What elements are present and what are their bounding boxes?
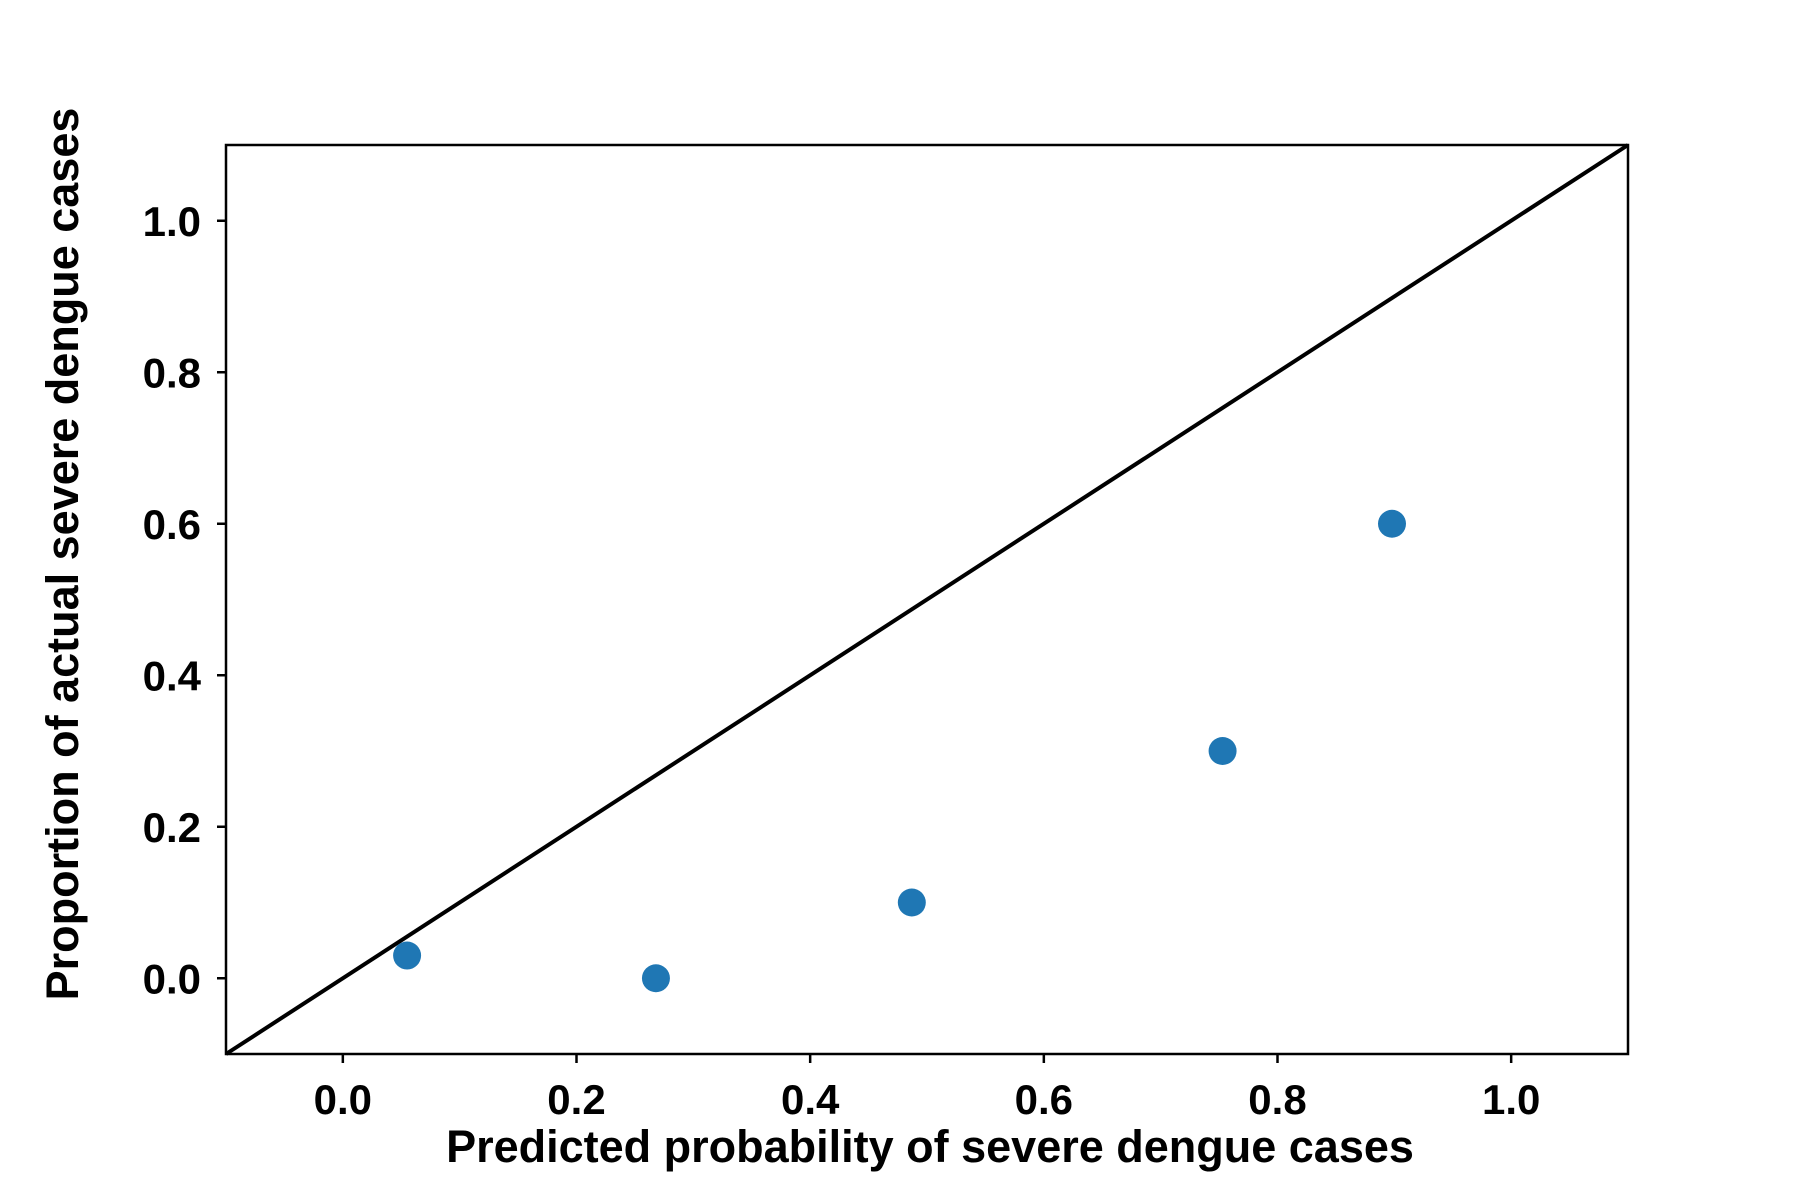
y-tick-label: 0.4	[143, 652, 202, 699]
y-tick-label: 0.2	[143, 804, 201, 851]
data-point	[1377, 509, 1406, 538]
ticks: 0.0 0.2 0.4 0.6 0.8 1.0 0.0 0.2 0.4 0.6 0.8 1.0	[143, 198, 1541, 1123]
y-tick-label: 1.0	[143, 198, 201, 245]
data-point	[393, 941, 422, 970]
data-point	[641, 964, 670, 993]
x-axis-label: Predicted probability of severe dengue c…	[446, 1121, 1414, 1172]
plot-area	[224, 143, 1630, 1056]
axes-frame	[224, 143, 1630, 1056]
x-tick-label: 0.8	[1248, 1076, 1306, 1123]
x-tick-label: 1.0	[1482, 1076, 1540, 1123]
y-tick-label: 0.6	[143, 501, 201, 548]
x-tick-label: 0.2	[547, 1076, 605, 1123]
x-tick-label: 0.4	[781, 1076, 840, 1123]
x-tick-label: 0.6	[1015, 1076, 1073, 1123]
y-tick-label: 0.0	[143, 955, 201, 1002]
y-tick-label: 0.8	[143, 349, 201, 396]
x-tick-label: 0.0	[314, 1076, 372, 1123]
data-point	[1208, 737, 1237, 765]
y-axis-label: Proportion of actual severe dengue cases	[37, 108, 88, 1001]
data-point	[897, 888, 926, 917]
reference-line	[224, 143, 1630, 1056]
